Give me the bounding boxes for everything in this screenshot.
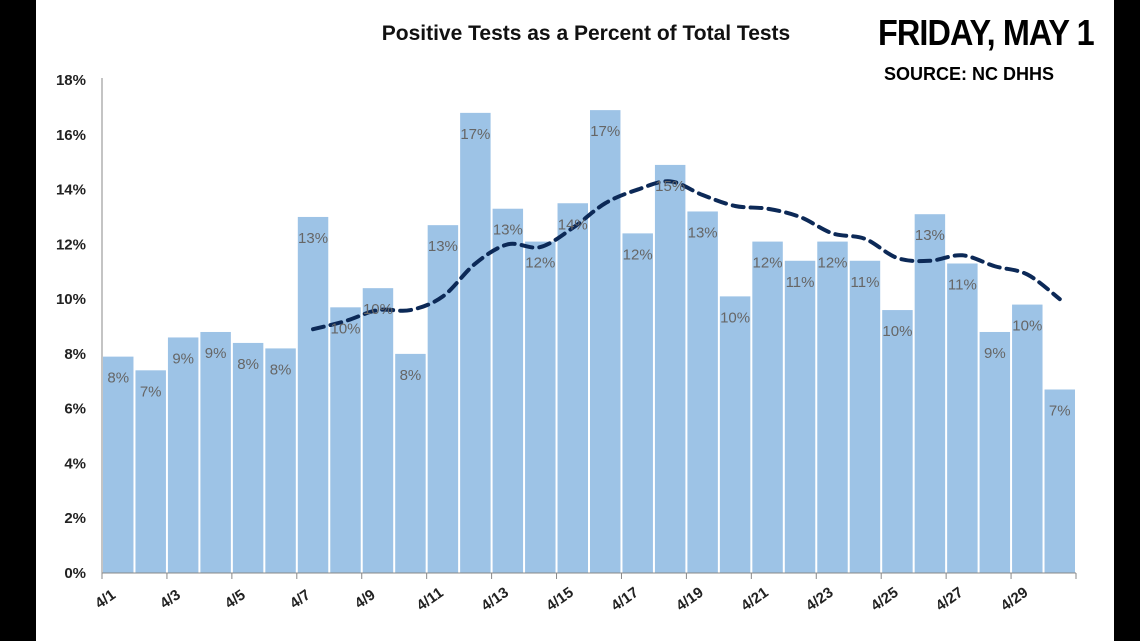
data-label-4/25: 10% <box>882 323 912 340</box>
y-tick-label: 14% <box>56 182 86 199</box>
source-label: SOURCE: NC DHHS <box>883 64 1054 84</box>
bar-4/8 <box>330 307 361 573</box>
bar-4/20 <box>719 296 751 573</box>
x-tick-label: 4/9 <box>352 586 379 612</box>
bar-4/5 <box>232 342 264 573</box>
data-label-4/29: 10% <box>1012 318 1042 335</box>
bar-4/13 <box>492 208 524 573</box>
y-tick-label: 16% <box>56 127 86 144</box>
bar-4/21 <box>752 241 783 573</box>
y-tick-label: 0% <box>64 565 86 582</box>
bar-4/24 <box>849 260 881 573</box>
data-label-4/12: 17% <box>460 126 490 143</box>
data-label-4/10: 8% <box>400 367 422 384</box>
bar-4/1 <box>103 356 134 573</box>
bar-4/2 <box>135 370 166 573</box>
bar-4/12 <box>460 112 491 573</box>
data-label-4/24: 11% <box>851 274 880 291</box>
bar-4/22 <box>784 260 816 573</box>
date-label: FRIDAY, MAY 1 <box>878 12 1095 53</box>
data-label-4/20: 10% <box>720 309 750 326</box>
bar-4/17 <box>622 233 653 573</box>
y-tick-label: 8% <box>64 346 86 363</box>
data-label-4/22: 11% <box>786 274 815 291</box>
data-label-4/9: 10% <box>363 301 393 318</box>
data-label-4/23: 12% <box>817 255 847 272</box>
data-label-4/16: 17% <box>590 123 620 140</box>
data-label-4/4: 9% <box>205 345 227 362</box>
bar-4/25 <box>882 310 913 573</box>
bar-4/26 <box>914 214 946 573</box>
bar-4/30 <box>1044 389 1075 573</box>
data-label-4/21: 12% <box>753 255 783 272</box>
data-label-4/15: 14% <box>558 216 588 233</box>
y-tick-label: 6% <box>64 401 86 418</box>
data-label-4/26: 13% <box>915 227 945 244</box>
bar-4/18 <box>654 164 686 573</box>
y-tick-label: 12% <box>56 236 86 253</box>
chart-title: Positive Tests as a Percent of Total Tes… <box>381 22 791 45</box>
bar-4/23 <box>817 241 848 573</box>
bar-4/16 <box>590 110 621 573</box>
bar-4/29 <box>1012 304 1043 573</box>
y-tick-label: 4% <box>64 455 86 472</box>
data-label-4/1: 8% <box>107 370 129 387</box>
bar-4/19 <box>687 211 718 573</box>
x-tick-label: 4/1 <box>92 586 119 612</box>
bar-4/3 <box>167 337 199 573</box>
x-tick-label: 4/5 <box>222 586 249 612</box>
bar-4/15 <box>557 203 588 573</box>
chart-svg: 0% 2% 4% 6% 8% 10% 12% 14% 16% 18% 4/1 4/3 4/5 4/7 4/9… <box>56 72 1077 615</box>
data-label-4/30: 7% <box>1049 402 1071 419</box>
bar-4/28 <box>979 331 1011 573</box>
x-tick-label: 4/13 <box>478 584 512 615</box>
bar-4/7 <box>297 216 329 573</box>
data-label-4/28: 9% <box>984 345 1006 362</box>
x-tick-label: 4/3 <box>157 586 184 612</box>
bar-4/9 <box>362 288 394 573</box>
data-label-4/19: 13% <box>688 224 718 241</box>
x-tick-label: 4/11 <box>414 584 447 614</box>
data-label-4/17: 12% <box>623 246 653 263</box>
data-label-4/2: 7% <box>140 383 162 400</box>
data-label-4/14: 12% <box>525 255 555 272</box>
x-tick-label: 4/15 <box>543 584 577 615</box>
data-label-4/18: 15% <box>655 178 685 195</box>
x-tick-label: 4/17 <box>608 584 642 615</box>
data-label-4/3: 9% <box>172 350 194 367</box>
data-label-4/5: 8% <box>237 356 259 373</box>
x-tick-label: 4/19 <box>673 584 707 615</box>
x-tick-label: 4/7 <box>287 586 314 612</box>
x-tick-label: 4/27 <box>933 584 967 615</box>
bar-4/14 <box>525 241 556 573</box>
x-tick-label: 4/21 <box>738 584 772 615</box>
trend-line <box>311 179 1062 332</box>
x-tick-label: 4/23 <box>803 584 837 615</box>
bar-4/11 <box>427 225 459 573</box>
y-tick-label: 2% <box>64 510 86 527</box>
x-tick-label: 4/25 <box>868 584 902 615</box>
y-tick-label: 10% <box>56 291 86 308</box>
bar-4/10 <box>395 353 426 573</box>
x-tick-label: 4/29 <box>998 584 1032 615</box>
bar-4/6 <box>265 348 296 573</box>
y-tick-label: 18% <box>56 72 86 89</box>
chart-frame: Positive Tests as a Percent of Total Tes… <box>36 0 1114 641</box>
data-label-4/7: 13% <box>298 230 328 247</box>
data-label-4/6: 8% <box>270 361 292 378</box>
data-label-4/13: 13% <box>493 222 523 239</box>
data-label-4/8: 10% <box>330 320 360 337</box>
data-label-4/27: 11% <box>948 277 977 294</box>
bar-4/4 <box>200 331 231 573</box>
bar-4/27 <box>947 263 978 573</box>
data-label-4/11: 13% <box>428 238 458 255</box>
